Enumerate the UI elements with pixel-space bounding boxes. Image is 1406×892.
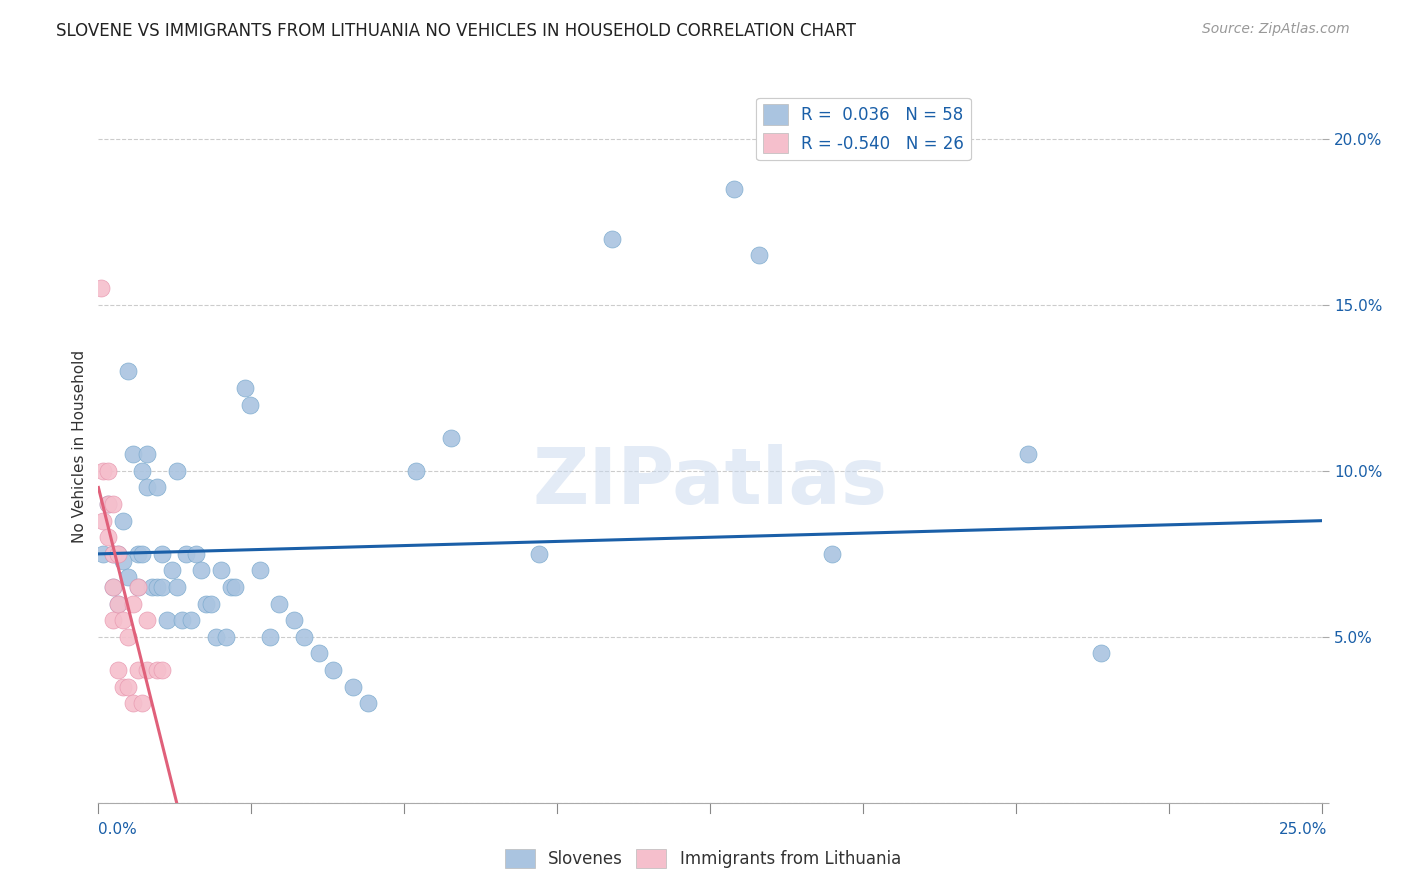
Point	[107, 547, 129, 561]
Point	[156, 613, 179, 627]
Point	[97, 464, 120, 478]
Point	[121, 447, 143, 461]
Point	[308, 647, 330, 661]
Point	[91, 547, 114, 561]
Point	[107, 597, 129, 611]
Point	[224, 580, 246, 594]
Point	[111, 553, 134, 567]
Point	[91, 514, 114, 528]
Point	[117, 364, 139, 378]
Point	[170, 613, 193, 627]
Point	[121, 597, 143, 611]
Point	[186, 547, 208, 561]
Text: 25.0%: 25.0%	[1279, 822, 1327, 837]
Point	[146, 580, 169, 594]
Point	[117, 680, 139, 694]
Point	[127, 663, 149, 677]
Point	[90, 281, 112, 295]
Point	[107, 597, 129, 611]
Point	[600, 231, 623, 245]
Point	[821, 547, 844, 561]
Point	[146, 663, 169, 677]
Point	[117, 570, 139, 584]
Point	[111, 680, 134, 694]
Text: SLOVENE VS IMMIGRANTS FROM LITHUANIA NO VEHICLES IN HOUSEHOLD CORRELATION CHART: SLOVENE VS IMMIGRANTS FROM LITHUANIA NO …	[56, 22, 856, 40]
Point	[200, 597, 222, 611]
Y-axis label: No Vehicles in Household: No Vehicles in Household	[72, 350, 87, 542]
Legend: Slovenes, Immigrants from Lithuania: Slovenes, Immigrants from Lithuania	[498, 843, 908, 875]
Point	[121, 696, 143, 710]
Point	[127, 547, 149, 561]
Point	[322, 663, 344, 677]
Point	[101, 580, 124, 594]
Point	[292, 630, 315, 644]
Point	[131, 464, 153, 478]
Point	[1017, 447, 1039, 461]
Point	[131, 547, 153, 561]
Point	[111, 514, 134, 528]
Point	[107, 663, 129, 677]
Point	[101, 613, 124, 627]
Point	[136, 663, 159, 677]
Point	[101, 580, 124, 594]
Text: 0.0%: 0.0%	[98, 822, 138, 837]
Point	[219, 580, 242, 594]
Point	[127, 580, 149, 594]
Point	[342, 680, 364, 694]
Point	[166, 464, 188, 478]
Point	[527, 547, 550, 561]
Point	[405, 464, 427, 478]
Point	[136, 613, 159, 627]
Point	[136, 481, 159, 495]
Point	[209, 564, 232, 578]
Point	[136, 447, 159, 461]
Point	[127, 580, 149, 594]
Point	[91, 464, 114, 478]
Point	[160, 564, 183, 578]
Text: ZIPatlas: ZIPatlas	[533, 443, 887, 520]
Point	[107, 547, 129, 561]
Point	[150, 663, 173, 677]
Point	[214, 630, 236, 644]
Point	[440, 431, 463, 445]
Point	[190, 564, 212, 578]
Point	[97, 497, 120, 511]
Point	[356, 696, 378, 710]
Point	[150, 547, 173, 561]
Point	[259, 630, 281, 644]
Point	[117, 630, 139, 644]
Point	[101, 547, 124, 561]
Point	[111, 613, 134, 627]
Point	[249, 564, 271, 578]
Point	[101, 497, 124, 511]
Point	[101, 547, 124, 561]
Point	[205, 630, 228, 644]
Point	[283, 613, 305, 627]
Point	[97, 530, 120, 544]
Point	[150, 580, 173, 594]
Legend: R =  0.036   N = 58, R = -0.540   N = 26: R = 0.036 N = 58, R = -0.540 N = 26	[756, 97, 970, 160]
Point	[146, 481, 169, 495]
Point	[141, 580, 163, 594]
Point	[1090, 647, 1112, 661]
Point	[166, 580, 188, 594]
Text: Source: ZipAtlas.com: Source: ZipAtlas.com	[1202, 22, 1350, 37]
Point	[239, 397, 262, 411]
Point	[195, 597, 218, 611]
Point	[176, 547, 198, 561]
Point	[180, 613, 202, 627]
Point	[269, 597, 291, 611]
Point	[723, 182, 745, 196]
Point	[233, 381, 256, 395]
Point	[748, 248, 770, 262]
Point	[131, 696, 153, 710]
Point	[97, 497, 120, 511]
